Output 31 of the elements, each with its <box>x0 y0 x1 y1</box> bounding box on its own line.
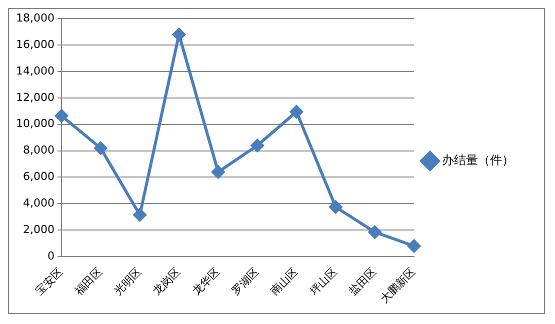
y-tick-label: 0 <box>47 249 54 262</box>
y-tick-label: 4,000 <box>22 196 54 210</box>
y-tick-label: 14,000 <box>16 64 54 78</box>
point <box>250 139 264 152</box>
x-tick-label: 福田区 <box>72 265 105 298</box>
y-tick-label: 16,000 <box>16 38 54 51</box>
point <box>133 208 146 222</box>
x-tick-label: 罗湖区 <box>228 265 262 298</box>
x-tick-label: 大鹏新区 <box>378 265 418 306</box>
x-tick-label: 南山区 <box>268 265 301 298</box>
x-tick-label: 宝安区 <box>33 265 66 298</box>
x-tick-label: 光明区 <box>111 265 144 298</box>
y-tick-label: 2,000 <box>22 222 54 236</box>
x-tick-label: 龙岗区 <box>150 265 184 298</box>
point <box>54 109 68 122</box>
legend-label: 办结量（件） <box>442 153 514 168</box>
point <box>329 200 342 214</box>
point <box>172 28 186 41</box>
point <box>94 142 108 155</box>
y-tick-label: 6,000 <box>22 170 54 184</box>
y-tick-label: 12,000 <box>16 90 54 104</box>
x-tick-label: 龙华区 <box>190 265 222 298</box>
point <box>368 226 382 239</box>
y-tick-label: 8,000 <box>22 144 54 157</box>
point <box>408 239 420 252</box>
y-tick-label: 10,000 <box>16 117 54 130</box>
y-tick-label: 18,000 <box>16 11 54 24</box>
x-tick-label: 盐田区 <box>346 265 379 298</box>
point <box>212 165 225 178</box>
point <box>290 105 303 118</box>
x-tick-label: 坪山区 <box>306 265 340 298</box>
